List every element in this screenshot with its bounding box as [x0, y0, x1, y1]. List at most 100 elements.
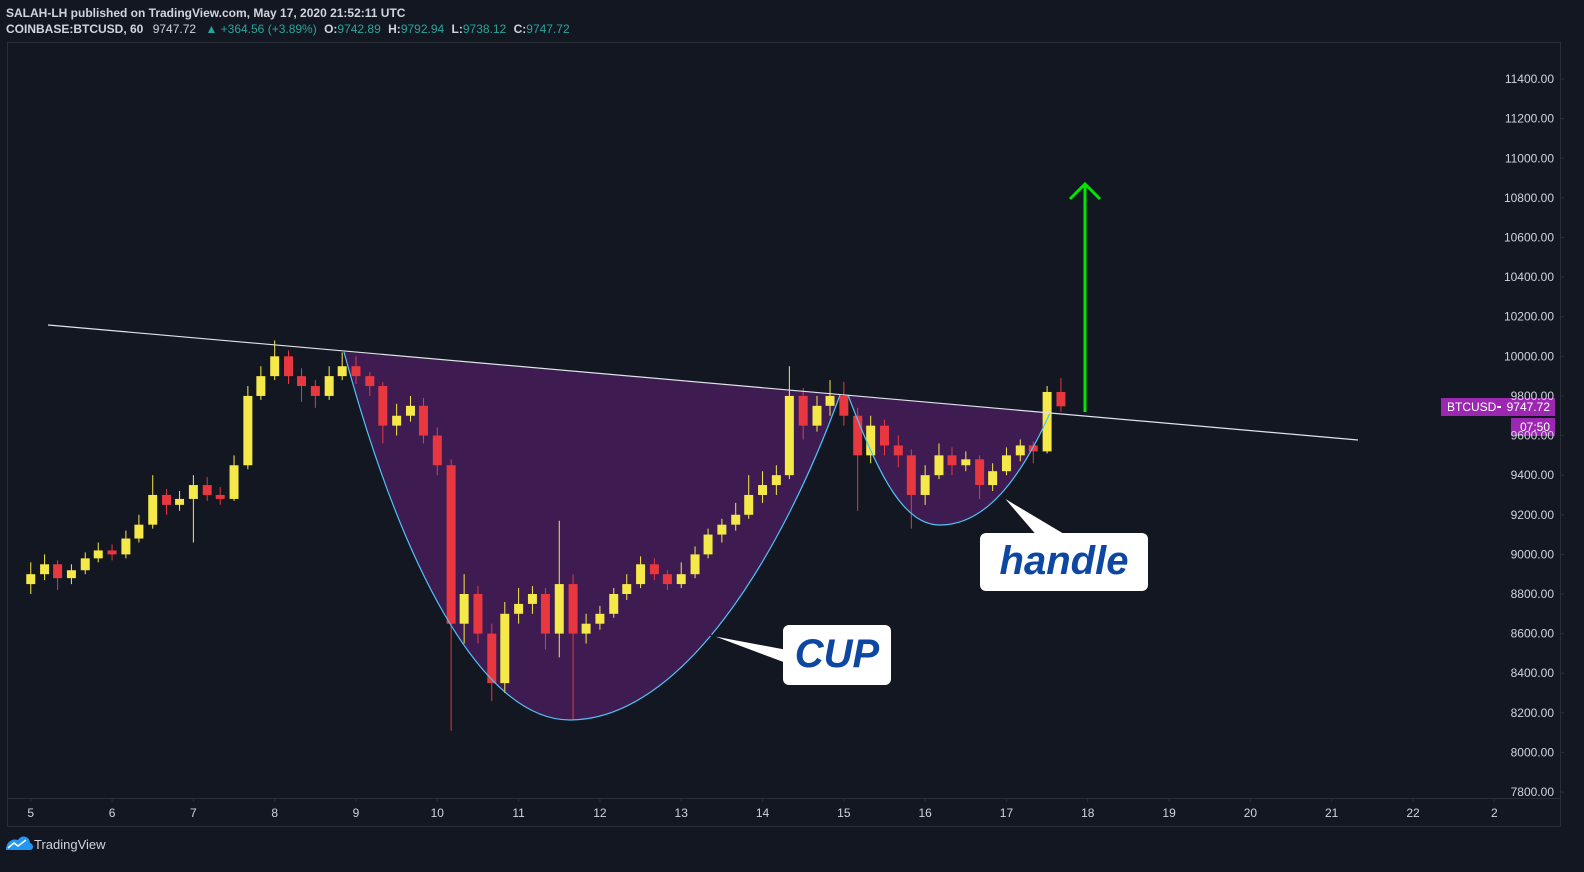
- x-tick-label: 17: [1000, 806, 1014, 820]
- candle-body: [649, 564, 659, 575]
- o-label: O:: [324, 22, 337, 36]
- price-tag-price: 9747.72: [1507, 400, 1551, 414]
- x-tick-label: 7: [190, 806, 197, 820]
- candle-body: [53, 564, 63, 579]
- candle-body: [215, 494, 225, 499]
- candle-body: [758, 485, 768, 495]
- candle-body: [825, 395, 835, 406]
- x-tick-label: 11: [512, 806, 525, 820]
- y-tick-label: 11000.00: [1505, 151, 1554, 165]
- candle-body: [284, 356, 294, 377]
- candle-body: [310, 386, 320, 396]
- candle-body: [784, 395, 794, 476]
- cup-label: CUP: [795, 632, 880, 676]
- y-tick-label: 10000.00: [1504, 349, 1554, 363]
- countdown-tag: [1511, 418, 1555, 436]
- candle-body: [595, 613, 605, 624]
- price-tag-sep: [1497, 406, 1501, 408]
- c-value: 9747.72: [526, 22, 570, 36]
- candle-body: [609, 593, 619, 614]
- change: ▲ +364.56 (+3.89%): [205, 22, 316, 36]
- candle-body: [365, 376, 375, 387]
- candle-body: [432, 435, 442, 466]
- candle-body: [812, 405, 822, 426]
- candle-body: [202, 485, 212, 495]
- candle-body: [798, 395, 808, 426]
- y-tick-label: 9400.00: [1511, 468, 1555, 482]
- candle-body: [405, 405, 415, 416]
- candle-body: [80, 558, 90, 571]
- candle-body: [256, 376, 266, 396]
- x-tick-label: 19: [1162, 806, 1176, 820]
- handle-label: handle: [1000, 539, 1129, 583]
- candle-body: [487, 633, 497, 684]
- x-tick-label: 8: [271, 806, 278, 820]
- x-tick-label: 22: [1406, 806, 1420, 820]
- y-tick-label: 11400.00: [1505, 72, 1554, 86]
- logo-line: [7, 839, 27, 849]
- candle-body: [93, 550, 103, 559]
- x-tick-label: 15: [837, 806, 851, 820]
- candle-body: [473, 593, 483, 634]
- candle-body: [1056, 391, 1066, 407]
- candle-body: [554, 584, 564, 634]
- candle-body: [690, 554, 700, 575]
- arrow-head: [1068, 181, 1102, 201]
- candle-body: [866, 425, 876, 456]
- candle-body: [66, 570, 76, 579]
- candle-body: [418, 405, 428, 436]
- candle-body: [148, 494, 158, 525]
- symbol: COINBASE:BTCUSD, 60: [6, 22, 144, 36]
- x-tick-label: 2: [1491, 806, 1498, 820]
- candle-body: [527, 593, 537, 604]
- candle-body: [568, 584, 578, 634]
- cup-fill: [344, 352, 840, 720]
- x-tick-label: 13: [675, 806, 689, 820]
- candle-body: [392, 415, 402, 426]
- candle-body: [107, 550, 117, 555]
- handle-curve: [847, 394, 1051, 526]
- candle-body: [771, 475, 781, 486]
- h-label: H:: [388, 22, 401, 36]
- candle-body: [378, 386, 388, 426]
- x-tick-label: 12: [593, 806, 607, 820]
- candle-body: [270, 356, 280, 377]
- y-tick-label: 8000.00: [1511, 745, 1555, 759]
- l-label: L:: [452, 22, 463, 36]
- candle-body: [1028, 445, 1038, 452]
- candle-body: [1001, 455, 1011, 472]
- h-value: 9792.94: [401, 22, 445, 36]
- candle-body: [731, 514, 741, 525]
- y-tick-label: 7800.00: [1511, 785, 1555, 799]
- candle-body: [188, 485, 198, 499]
- candle-body: [622, 584, 632, 594]
- candle-body: [459, 593, 469, 624]
- y-tick-label: 8600.00: [1511, 627, 1555, 641]
- x-tick-label: 16: [918, 806, 932, 820]
- y-tick-label: 10200.00: [1504, 310, 1554, 324]
- candle-body: [1042, 391, 1052, 452]
- chart-frame: [7, 42, 1561, 827]
- candle-body: [134, 524, 144, 539]
- trendline: [47, 324, 1359, 441]
- target-arrow: [1068, 181, 1102, 412]
- candle-body: [893, 445, 903, 456]
- candle-body: [975, 459, 985, 486]
- candle-body: [26, 574, 36, 585]
- candle-body: [636, 564, 646, 585]
- cup-callout: [783, 625, 891, 685]
- candle-body: [121, 538, 131, 555]
- x-tick-label: 14: [756, 806, 770, 820]
- candle-body: [297, 376, 307, 387]
- cup-pointer: [709, 634, 791, 666]
- candle-body: [703, 534, 713, 555]
- y-tick-label: 10400.00: [1504, 270, 1554, 284]
- y-tick-label: 9000.00: [1511, 547, 1555, 561]
- candle-body: [934, 455, 944, 476]
- candle-body: [175, 498, 185, 505]
- candle-body: [229, 465, 239, 499]
- candle-body: [446, 465, 456, 624]
- o-value: 9742.89: [337, 22, 381, 36]
